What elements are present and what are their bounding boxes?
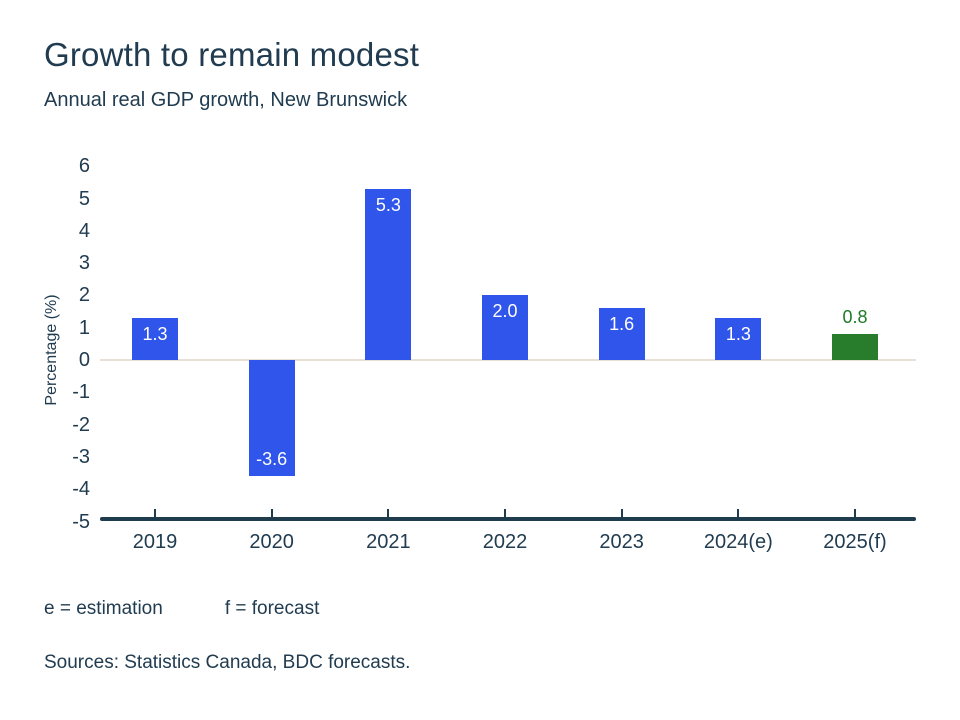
- x-tick-label: 2019: [132, 531, 178, 553]
- x-axis-tick: [620, 509, 623, 517]
- x-tick-label: 2020: [249, 531, 294, 553]
- x-tick-label: 2025(f): [823, 531, 887, 553]
- x-tick-label: 2021: [366, 531, 411, 553]
- x-tick-label: 2023: [599, 531, 644, 553]
- y-tick-label: -1: [72, 381, 90, 404]
- x-axis-tick: [270, 509, 273, 517]
- y-tick-label: 2: [78, 284, 90, 307]
- x-axis-tick: [154, 509, 156, 517]
- bar-2024(e): [715, 318, 762, 360]
- bar-2021: [365, 188, 412, 360]
- bar-value-label: 1.6: [609, 314, 635, 335]
- footnote-forecast: f = forecast: [224, 598, 320, 619]
- bar-value-label: 5.3: [375, 194, 401, 215]
- footnote-sources: Sources: Statistics Canada, BDC forecast…: [44, 652, 411, 673]
- bar-2023: [598, 308, 645, 360]
- y-tick-label: 4: [78, 219, 90, 242]
- x-axis-tick: [503, 509, 506, 517]
- bar-value-label: 2.0: [492, 301, 518, 322]
- bar-value-label: 1.3: [142, 324, 168, 344]
- footnote-legend: e = estimation f = forecast: [44, 598, 319, 620]
- x-tick-label: 2022: [482, 531, 528, 553]
- x-axis-tick: [853, 509, 856, 517]
- y-tick-label: 0: [78, 349, 90, 371]
- zero-gridline: [100, 359, 916, 361]
- x-axis-tick: [737, 509, 740, 517]
- page-title: Growth to remain modest: [44, 36, 420, 73]
- page-subtitle: Annual real GDP growth, New Brunswick: [44, 89, 408, 111]
- bar-2019: [132, 318, 178, 360]
- y-tick-label: -4: [72, 478, 90, 501]
- y-tick-label: -5: [72, 510, 90, 533]
- bar-value-label: -3.6: [256, 449, 288, 470]
- bar-value-label: 1.3: [725, 324, 751, 344]
- x-tick-label: 2024(e): [703, 531, 773, 553]
- x-axis-tick: [387, 509, 390, 517]
- y-tick-label: 6: [78, 155, 90, 178]
- footnote-estimation: e = estimation: [44, 598, 163, 619]
- y-tick-label: -3: [72, 445, 90, 468]
- bar-2025(f): [831, 334, 878, 360]
- bar-value-label: 0.8: [842, 307, 868, 328]
- y-tick-label: 3: [78, 252, 90, 275]
- bar-2022: [481, 295, 528, 360]
- bar-2020: [248, 360, 295, 477]
- y-tick-label: 5: [78, 187, 90, 210]
- y-tick-label: -2: [72, 413, 90, 436]
- x-axis-line: [100, 517, 916, 521]
- y-tick-label: 1: [78, 316, 90, 339]
